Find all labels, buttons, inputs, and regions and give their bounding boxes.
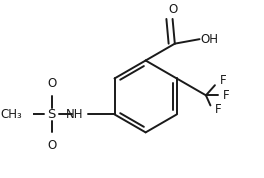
Text: F: F (223, 89, 229, 102)
Text: F: F (215, 103, 221, 116)
Text: O: O (47, 139, 56, 152)
Text: NH: NH (65, 108, 83, 121)
Text: O: O (47, 77, 56, 90)
Text: CH₃: CH₃ (1, 108, 22, 121)
Text: F: F (219, 74, 226, 87)
Text: O: O (168, 3, 177, 16)
Text: OH: OH (201, 33, 219, 46)
Text: S: S (48, 108, 56, 121)
